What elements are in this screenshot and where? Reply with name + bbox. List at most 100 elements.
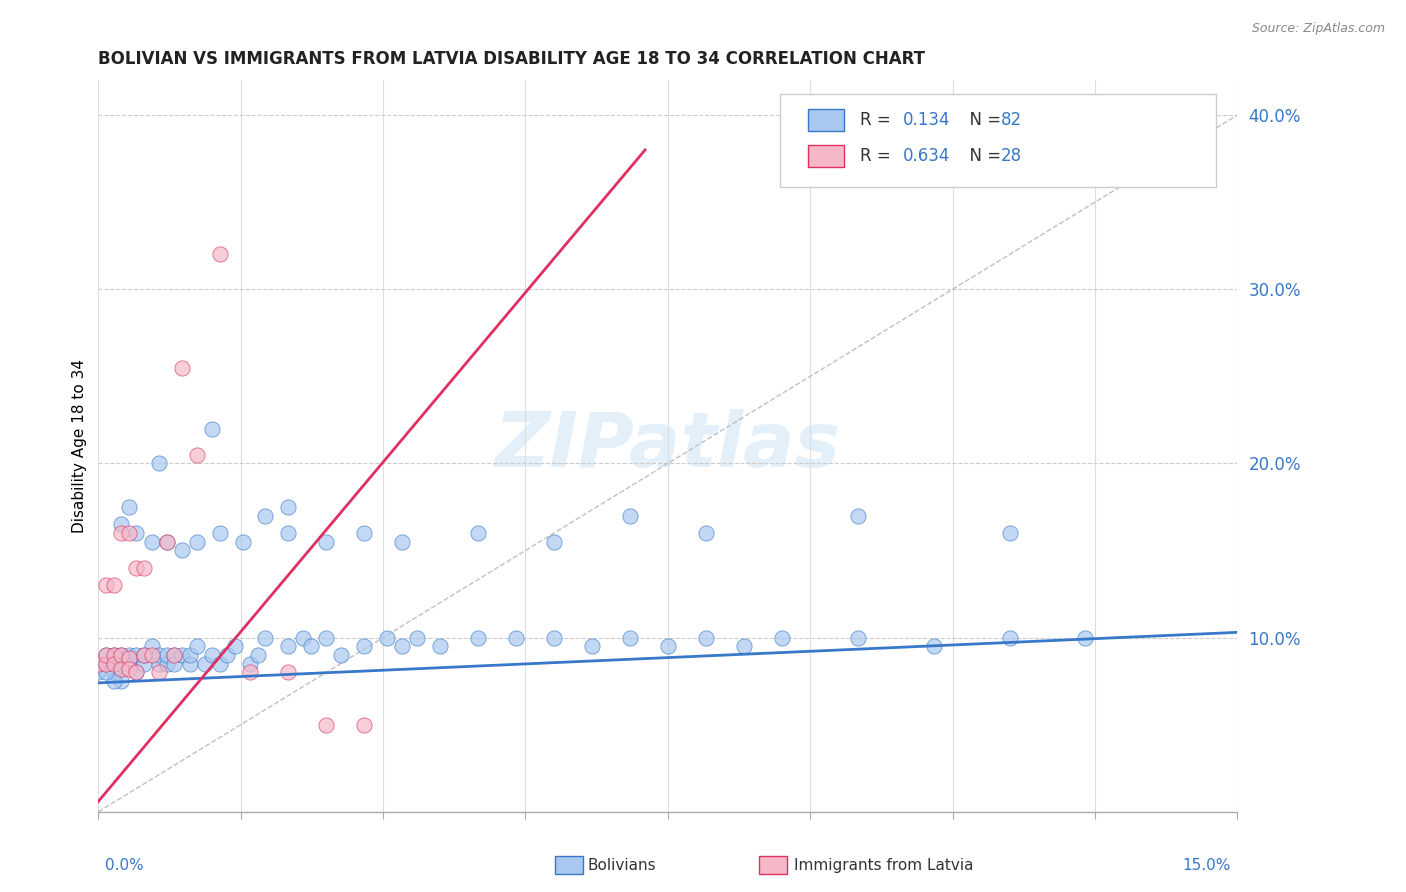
Point: [125, 648, 148, 662]
Point: [103, 657, 125, 671]
Point: [846, 508, 869, 523]
Point: [170, 648, 193, 662]
Point: [922, 640, 945, 654]
Point: [217, 648, 239, 662]
Point: [505, 631, 527, 645]
Point: [353, 717, 375, 731]
Point: [156, 534, 179, 549]
Point: [315, 717, 337, 731]
Point: [118, 657, 141, 671]
Point: [103, 648, 125, 662]
Text: 0.634: 0.634: [903, 147, 950, 165]
Point: [543, 534, 565, 549]
Point: [619, 631, 641, 645]
Point: [733, 640, 755, 654]
Point: [156, 534, 179, 549]
Point: [103, 665, 125, 680]
Point: [110, 662, 132, 676]
Point: [125, 665, 148, 680]
Point: [94, 648, 117, 662]
Point: [277, 526, 299, 541]
Point: [998, 526, 1021, 541]
Point: [186, 534, 208, 549]
Point: [110, 674, 132, 689]
Text: BOLIVIAN VS IMMIGRANTS FROM LATVIA DISABILITY AGE 18 TO 34 CORRELATION CHART: BOLIVIAN VS IMMIGRANTS FROM LATVIA DISAB…: [98, 50, 925, 68]
Point: [94, 657, 117, 671]
Point: [391, 534, 413, 549]
Point: [148, 657, 170, 671]
Point: [232, 534, 254, 549]
Point: [103, 648, 125, 662]
Text: 0.0%: 0.0%: [105, 858, 145, 872]
Point: [148, 665, 170, 680]
Point: [194, 657, 217, 671]
Point: [94, 648, 117, 662]
Point: [254, 631, 277, 645]
Point: [156, 648, 179, 662]
Point: [246, 648, 269, 662]
Point: [224, 640, 246, 654]
Point: [695, 526, 717, 541]
Text: 82: 82: [1001, 112, 1022, 129]
Point: [132, 648, 155, 662]
Point: [170, 543, 193, 558]
Point: [391, 640, 413, 654]
Point: [208, 657, 231, 671]
Point: [467, 631, 489, 645]
Point: [125, 526, 148, 541]
Point: [141, 640, 163, 654]
Point: [186, 640, 208, 654]
Point: [132, 657, 155, 671]
Point: [163, 648, 186, 662]
Text: N =: N =: [959, 112, 1007, 129]
Point: [353, 640, 375, 654]
Point: [110, 517, 132, 532]
Point: [103, 578, 125, 592]
Point: [467, 526, 489, 541]
Point: [118, 651, 141, 665]
Point: [110, 648, 132, 662]
Point: [94, 578, 117, 592]
Point: [770, 631, 793, 645]
Point: [110, 526, 132, 541]
Point: [163, 648, 186, 662]
Point: [254, 508, 277, 523]
Point: [239, 665, 262, 680]
Point: [141, 648, 163, 662]
Point: [163, 657, 186, 671]
Text: N =: N =: [959, 147, 1007, 165]
Point: [103, 657, 125, 671]
Point: [186, 448, 208, 462]
Point: [179, 657, 201, 671]
Point: [208, 526, 231, 541]
Point: [110, 648, 132, 662]
Point: [103, 674, 125, 689]
Point: [208, 247, 231, 261]
Point: [299, 640, 322, 654]
Text: 0.134: 0.134: [903, 112, 950, 129]
Point: [118, 662, 141, 676]
Point: [132, 648, 155, 662]
Point: [277, 640, 299, 654]
Point: [429, 640, 451, 654]
Point: [277, 500, 299, 514]
Point: [695, 631, 717, 645]
Point: [315, 631, 337, 645]
Point: [1074, 631, 1097, 645]
Point: [87, 665, 110, 680]
Point: [277, 665, 299, 680]
Point: [94, 665, 117, 680]
Text: Bolivians: Bolivians: [588, 858, 657, 872]
Point: [118, 500, 141, 514]
Point: [239, 657, 262, 671]
Point: [581, 640, 603, 654]
Point: [170, 360, 193, 375]
Point: [998, 631, 1021, 645]
Point: [292, 631, 315, 645]
Point: [201, 648, 224, 662]
Point: [201, 421, 224, 435]
Point: [125, 561, 148, 575]
Point: [141, 534, 163, 549]
Text: 15.0%: 15.0%: [1182, 858, 1230, 872]
Point: [118, 648, 141, 662]
